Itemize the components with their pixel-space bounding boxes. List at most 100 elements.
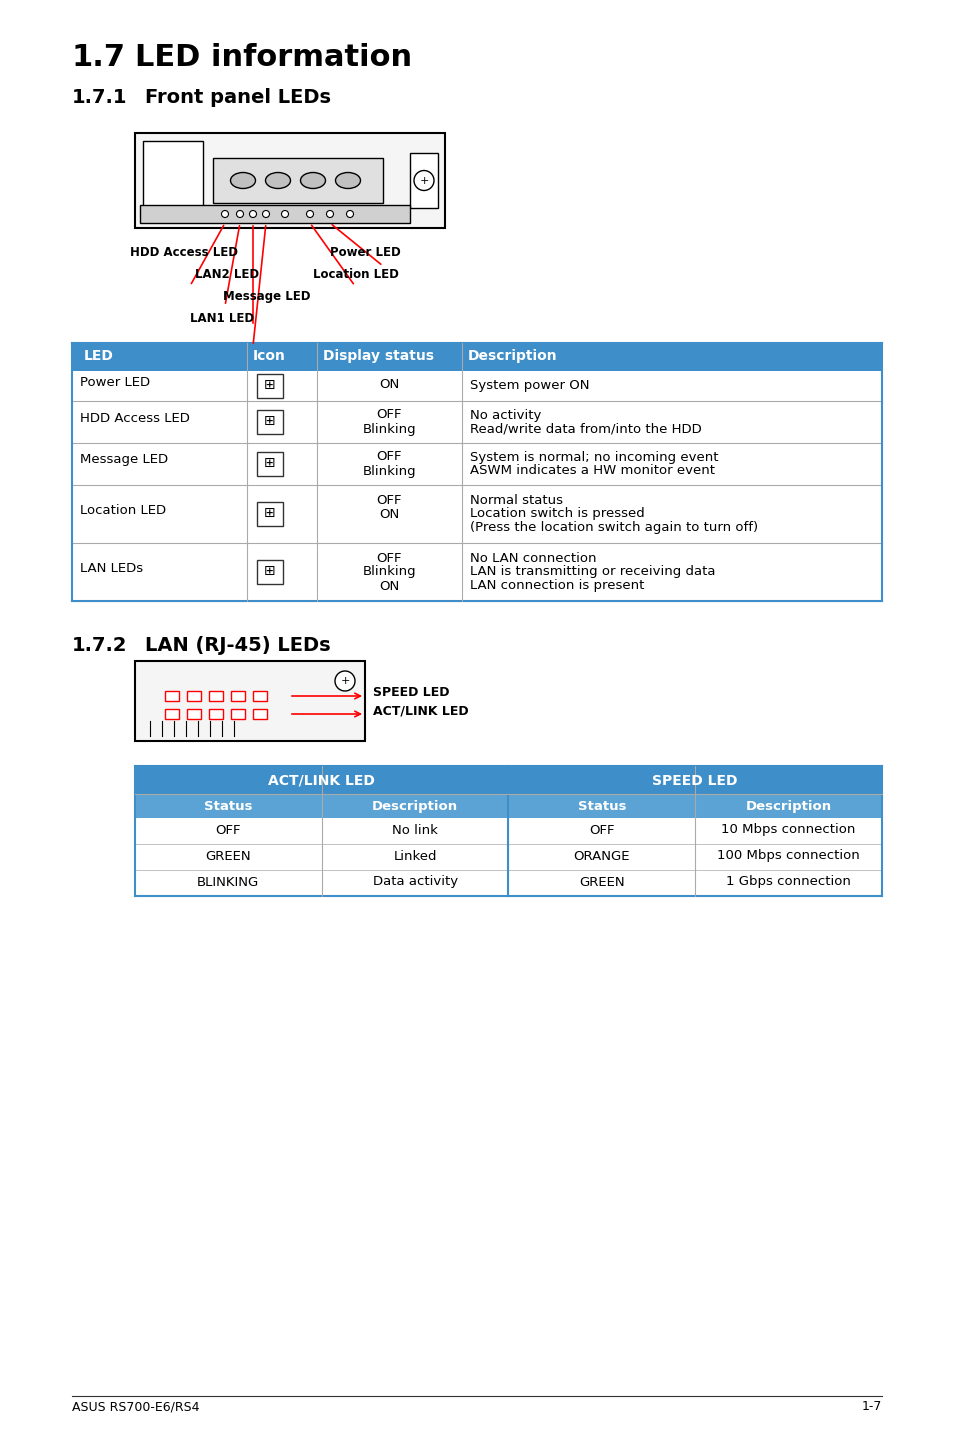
Text: Location LED: Location LED: [80, 503, 166, 516]
Bar: [213, 158, 382, 203]
Text: No activity: No activity: [470, 408, 540, 421]
Text: ON: ON: [379, 378, 399, 391]
Text: HDD Access LED: HDD Access LED: [130, 246, 237, 259]
Text: 1.7.1: 1.7.1: [71, 88, 128, 106]
Text: 1-7: 1-7: [861, 1401, 882, 1414]
Circle shape: [236, 210, 243, 217]
Text: ⊞: ⊞: [264, 378, 275, 393]
Ellipse shape: [231, 173, 255, 188]
Text: LAN2 LED: LAN2 LED: [194, 267, 259, 280]
Bar: [256, 452, 283, 476]
Bar: [209, 692, 223, 700]
Circle shape: [221, 210, 229, 217]
Bar: [209, 709, 223, 719]
Text: ⊞: ⊞: [264, 564, 275, 578]
Text: 1 Gbps connection: 1 Gbps connection: [725, 876, 850, 889]
Bar: [508, 766, 882, 794]
Text: ORANGE: ORANGE: [573, 850, 630, 863]
Bar: [165, 709, 179, 719]
Bar: [135, 794, 882, 818]
Bar: [135, 844, 882, 870]
Text: 1.7: 1.7: [71, 43, 126, 72]
Bar: [253, 709, 267, 719]
Text: Message LED: Message LED: [80, 453, 168, 466]
Bar: [71, 485, 882, 544]
Text: Status: Status: [577, 800, 625, 812]
Text: System is normal; no incoming event: System is normal; no incoming event: [470, 450, 718, 463]
Text: Read/write data from/into the HDD: Read/write data from/into the HDD: [470, 423, 701, 436]
Text: Icon: Icon: [253, 349, 286, 362]
Circle shape: [281, 210, 288, 217]
Bar: [256, 374, 283, 398]
Text: Message LED: Message LED: [223, 290, 310, 303]
Text: (Press the location switch again to turn off): (Press the location switch again to turn…: [470, 522, 758, 535]
Bar: [135, 818, 882, 844]
Bar: [71, 344, 882, 371]
Text: OFF: OFF: [376, 493, 402, 506]
Text: HDD Access LED: HDD Access LED: [80, 411, 190, 424]
Circle shape: [346, 210, 354, 217]
Bar: [253, 692, 267, 700]
Ellipse shape: [265, 173, 291, 188]
Circle shape: [414, 171, 434, 190]
Circle shape: [326, 210, 334, 217]
Text: Power LED: Power LED: [80, 375, 150, 388]
Text: Status: Status: [204, 800, 253, 812]
Text: ON: ON: [379, 580, 399, 592]
Text: ⊞: ⊞: [264, 456, 275, 470]
Text: System power ON: System power ON: [470, 378, 589, 391]
Text: Description: Description: [372, 800, 457, 812]
Bar: [71, 401, 882, 443]
Text: Description: Description: [745, 800, 831, 812]
Text: SPEED LED: SPEED LED: [652, 774, 738, 788]
Text: BLINKING: BLINKING: [197, 876, 259, 889]
Bar: [135, 661, 365, 741]
Bar: [143, 141, 203, 220]
Text: ⊞: ⊞: [264, 414, 275, 429]
Text: Location switch is pressed: Location switch is pressed: [470, 508, 644, 521]
Text: ASWM indicates a HW monitor event: ASWM indicates a HW monitor event: [470, 464, 714, 477]
Bar: [135, 132, 444, 229]
Text: LAN is transmitting or receiving data: LAN is transmitting or receiving data: [470, 565, 715, 578]
Text: +: +: [340, 676, 350, 686]
Bar: [71, 544, 882, 601]
Text: 10 Mbps connection: 10 Mbps connection: [720, 824, 855, 837]
Text: SPEED LED: SPEED LED: [373, 686, 449, 699]
Text: LAN (RJ-45) LEDs: LAN (RJ-45) LEDs: [145, 636, 331, 654]
Text: GREEN: GREEN: [205, 850, 251, 863]
Bar: [187, 709, 201, 719]
Text: ⊞: ⊞: [264, 506, 275, 521]
Text: Location LED: Location LED: [313, 267, 398, 280]
Circle shape: [306, 210, 314, 217]
Ellipse shape: [300, 173, 325, 188]
Circle shape: [262, 210, 269, 217]
Text: LAN1 LED: LAN1 LED: [190, 312, 253, 325]
Circle shape: [335, 672, 355, 692]
Text: Blinking: Blinking: [362, 423, 416, 436]
Text: LAN connection is present: LAN connection is present: [470, 580, 643, 592]
Text: LAN LEDs: LAN LEDs: [80, 561, 143, 575]
Text: GREEN: GREEN: [578, 876, 624, 889]
Text: Blinking: Blinking: [362, 464, 416, 477]
Bar: [140, 206, 410, 223]
Text: LED: LED: [84, 349, 113, 362]
Circle shape: [250, 210, 256, 217]
Bar: [71, 443, 882, 485]
Text: Linked: Linked: [393, 850, 436, 863]
Text: 1.7.2: 1.7.2: [71, 636, 128, 654]
Ellipse shape: [335, 173, 360, 188]
Bar: [231, 692, 245, 700]
Text: ASUS RS700-E6/RS4: ASUS RS700-E6/RS4: [71, 1401, 199, 1414]
Text: Data activity: Data activity: [373, 876, 457, 889]
Text: OFF: OFF: [589, 824, 614, 837]
Text: 100 Mbps connection: 100 Mbps connection: [717, 850, 859, 863]
Text: OFF: OFF: [376, 450, 402, 463]
Bar: [187, 692, 201, 700]
Bar: [410, 152, 437, 209]
Bar: [71, 371, 882, 401]
Text: OFF: OFF: [215, 824, 241, 837]
Bar: [135, 870, 882, 896]
Text: Display status: Display status: [323, 349, 434, 362]
Text: ACT/LINK LED: ACT/LINK LED: [373, 705, 468, 718]
Bar: [256, 502, 283, 526]
